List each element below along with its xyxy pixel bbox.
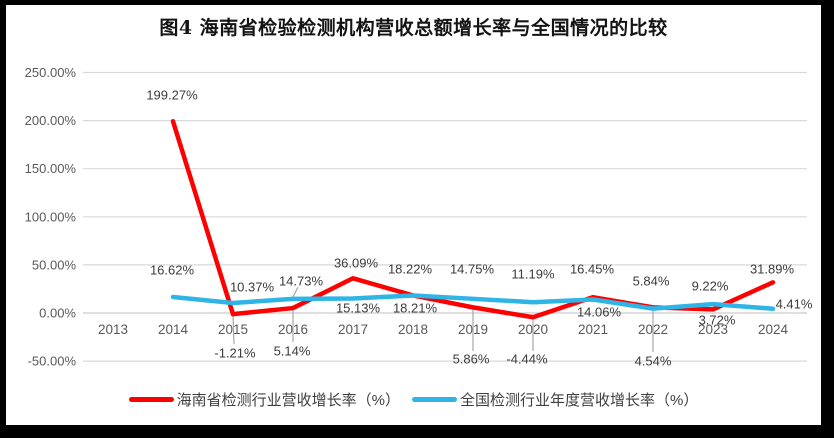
data-label-national-2024: 4.41% xyxy=(776,297,813,312)
national-line-swatch xyxy=(412,396,457,402)
data-label-hainan-2019: 5.86% xyxy=(453,352,490,367)
data-label-national-2018: 18.21% xyxy=(393,301,438,316)
leader-line xyxy=(292,286,299,298)
data-label-national-2019: 14.75% xyxy=(450,262,495,277)
legend-label-hainan: 海南省检测行业营收增长率（%） xyxy=(176,391,400,409)
data-label-hainan-2020: -4.44% xyxy=(506,352,548,367)
x-axis-label: 2013 xyxy=(98,322,128,337)
data-label-hainan-2022: 5.84% xyxy=(633,274,670,289)
data-label-national-2022: 4.54% xyxy=(635,354,672,369)
data-label-national-2014: 16.62% xyxy=(150,263,195,278)
data-label-national-2020: 11.19% xyxy=(511,267,555,282)
data-label-hainan-2021: 16.45% xyxy=(570,262,615,277)
y-tick-label: 0.00% xyxy=(39,306,76,321)
x-axis-label: 2018 xyxy=(398,322,428,337)
data-label-national-2023: 9.22% xyxy=(692,279,729,294)
leader-line xyxy=(232,313,235,345)
data-label-hainan-2018: 18.22% xyxy=(388,262,433,277)
chart-title: 图4 海南省检验检测机构营收总额增长率与全国情况的比较 xyxy=(159,17,668,39)
x-axis-label: 2017 xyxy=(338,322,368,337)
data-label-hainan-2014: 199.27% xyxy=(146,88,198,103)
data-label-national-2017: 15.13% xyxy=(336,301,381,316)
y-tick-label: 100.00% xyxy=(25,209,77,224)
data-label-national-2016: 14.73% xyxy=(279,274,324,289)
legend-item-hainan: 海南省检测行业营收增长率（%） xyxy=(128,389,400,410)
y-tick-label: -50.00% xyxy=(28,354,77,369)
legend: 海南省检测行业营收增长率（%） 全国检测行业年度营收增长率（%） xyxy=(6,389,821,409)
y-tick-label: 150.00% xyxy=(25,161,77,176)
data-label-hainan-2017: 36.09% xyxy=(334,256,379,271)
data-label-hainan-2023: 3.72% xyxy=(699,313,736,328)
y-tick-label: 200.00% xyxy=(25,113,77,128)
data-label-national-2021: 14.06% xyxy=(577,305,622,320)
y-tick-label: 50.00% xyxy=(32,257,77,272)
x-axis-label: 2014 xyxy=(158,322,189,337)
legend-label-national: 全国检测行业年度营收增长率（%） xyxy=(460,391,699,409)
legend-item-national: 全国检测行业年度营收增长率（%） xyxy=(412,389,698,410)
x-axis-label: 2024 xyxy=(758,322,789,337)
data-label-hainan-2015: -1.21% xyxy=(214,346,256,361)
x-axis-label: 2021 xyxy=(578,322,608,337)
series-line-national xyxy=(170,293,776,312)
y-tick-label: 250.00% xyxy=(25,65,77,80)
data-label-hainan-2016: 5.14% xyxy=(274,344,311,359)
chart-canvas xyxy=(6,5,821,425)
hainan-line-swatch xyxy=(128,396,174,402)
data-label-hainan-2024: 31.89% xyxy=(750,262,795,277)
x-axis-label: 2023 xyxy=(698,322,728,337)
data-label-national-2015: 10.37% xyxy=(230,280,275,295)
